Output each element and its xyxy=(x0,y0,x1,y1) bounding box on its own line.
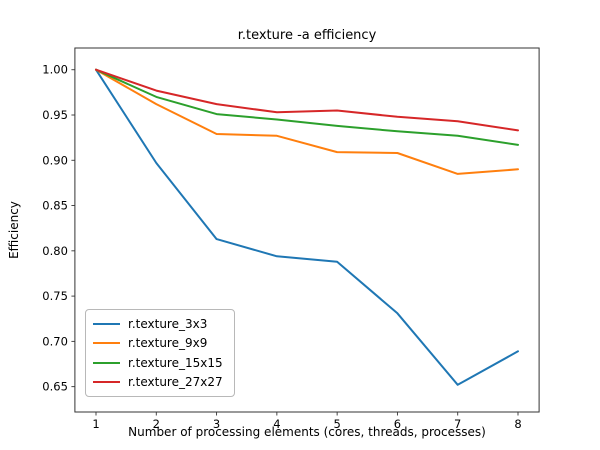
chart-title: r.texture -a efficiency xyxy=(237,28,377,43)
series-line-r.texture_15x15 xyxy=(95,68,519,146)
x-tick-label: 6 xyxy=(394,417,401,431)
y-tick-label: 0.70 xyxy=(42,334,68,348)
y-tick-label: 0.95 xyxy=(42,108,68,122)
y-tick-label: 1.00 xyxy=(42,63,68,77)
legend-label: r.texture_15x15 xyxy=(128,355,223,370)
y-tick-label: 0.75 xyxy=(42,289,68,303)
x-tick-label: 1 xyxy=(92,417,99,431)
legend-line-swatch-icon xyxy=(93,381,120,384)
x-tick-label: 7 xyxy=(454,417,461,431)
legend-item: r.texture_27x27 xyxy=(93,373,226,391)
x-tick-label: 3 xyxy=(213,417,220,431)
series-line-r.texture_27x27 xyxy=(95,68,519,132)
series-line-r.texture_9x9 xyxy=(95,68,519,175)
y-tick-label: 0.65 xyxy=(42,380,68,394)
series-line-r.texture_3x3 xyxy=(95,68,519,386)
legend: r.texture_3x3 r.texture_9x9 r.texture_15… xyxy=(85,309,235,397)
y-tick-label: 0.80 xyxy=(42,244,68,258)
legend-item: r.texture_15x15 xyxy=(93,354,226,372)
y-tick-label: 0.85 xyxy=(42,199,68,213)
y-axis-label: Efficiency xyxy=(7,201,21,259)
legend-line-swatch-icon xyxy=(93,322,120,325)
axes-spines xyxy=(74,47,540,413)
legend-item: r.texture_9x9 xyxy=(93,334,226,352)
x-tick-label: 5 xyxy=(333,417,340,431)
x-tick-label: 4 xyxy=(273,417,280,431)
legend-item: r.texture_3x3 xyxy=(93,315,226,333)
legend-label: r.texture_9x9 xyxy=(128,336,208,351)
legend-line-swatch-icon xyxy=(93,342,120,345)
x-tick-label: 2 xyxy=(153,417,160,431)
legend-label: r.texture_3x3 xyxy=(128,316,208,331)
x-axis-label: Number of processing elements (cores, th… xyxy=(128,425,486,439)
legend-line-swatch-icon xyxy=(93,361,120,364)
y-tick-label: 0.90 xyxy=(42,153,68,167)
x-tick-label: 8 xyxy=(514,417,521,431)
legend-label: r.texture_27x27 xyxy=(128,375,223,390)
